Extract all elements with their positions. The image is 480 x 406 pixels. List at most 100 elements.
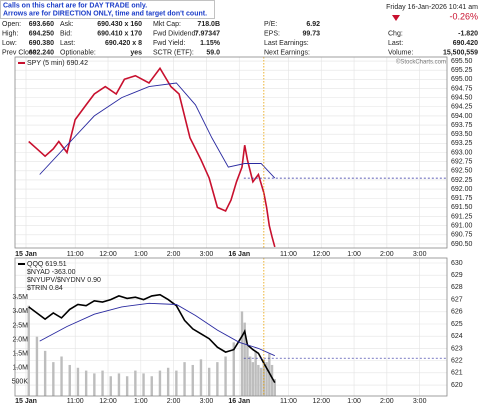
x-tick-label: 12:00	[312, 398, 330, 405]
y-tick-label: 691.75	[451, 195, 473, 202]
y-tick-label: 694.00	[451, 113, 473, 120]
stat-value: 690.420 x 8	[105, 40, 142, 47]
volume-bar	[175, 370, 178, 396]
volume-bar	[68, 364, 71, 396]
x-tick-label: 3:00	[413, 398, 427, 405]
y-tick-label: 630	[451, 260, 463, 267]
annotation: $NYAD -363.00	[27, 269, 76, 276]
price-line	[28, 293, 276, 383]
x-tick-label: 3:00	[200, 251, 214, 258]
notice-line: Calls on this chart are for DAY TRADE on…	[3, 2, 147, 9]
annotation: $TRIN 0.84	[27, 285, 63, 292]
y2-tick-label: 2.5M	[12, 322, 28, 329]
stat-value: 59.0	[206, 49, 220, 56]
stat-value: 690.420	[453, 40, 478, 47]
y-tick-label: 625	[451, 321, 463, 328]
x-tick-label: 2:00	[380, 398, 394, 405]
stat-label: Volume:	[388, 49, 413, 56]
volume-bar	[166, 367, 170, 396]
x-tick-label: 16 Jan	[228, 251, 250, 258]
volume-bar	[117, 373, 121, 396]
volume-bar	[134, 370, 137, 396]
y-tick-label: 691.00	[451, 223, 473, 230]
y2-tick-label: 1.5M	[12, 351, 28, 358]
volume-bar	[150, 376, 153, 396]
x-tick-label: 15 Jan	[15, 398, 37, 405]
y-tick-label: 693.75	[451, 122, 473, 129]
stat-label: SCTR (ETF):	[153, 49, 194, 56]
volume-bar	[43, 350, 47, 396]
copyright: ©StockCharts.com	[396, 59, 446, 66]
x-tick-label: 12:00	[312, 251, 330, 258]
down-arrow	[392, 15, 400, 21]
volume-bar	[35, 336, 39, 396]
volume-bar	[243, 322, 246, 396]
stat-label: Bid:	[60, 30, 72, 37]
moving-average	[39, 302, 275, 357]
y-tick-label: 620	[451, 382, 463, 389]
y-tick-label: 623	[451, 345, 463, 352]
volume-bar	[232, 342, 235, 396]
y-tick-label: 694.75	[451, 85, 473, 92]
x-tick-label: 1:00	[134, 398, 148, 405]
volume-bar	[191, 364, 194, 396]
stat-value: 15,500,559	[443, 49, 478, 56]
y-tick-label: 695.25	[451, 67, 473, 74]
stat-label: Chg:	[388, 30, 403, 37]
volume-bar	[265, 362, 268, 396]
datetime: Friday 16-Jan-2026 10:41 am	[386, 4, 478, 11]
volume-bar	[240, 311, 244, 396]
stat-value: 693.660	[29, 21, 54, 28]
y2-tick-label: 3.0M	[12, 308, 28, 315]
stat-value: 99.73	[302, 30, 320, 37]
volume-bar	[248, 356, 252, 396]
stat-value: 1.15%	[200, 40, 221, 47]
stat-label: Next Earnings:	[264, 49, 310, 56]
stat-label: Optionable:	[60, 49, 96, 56]
stat-value: 718.0B	[197, 21, 220, 28]
x-tick-label: 2:00	[167, 251, 181, 258]
volume-bar	[257, 364, 260, 396]
x-tick-label: 11:00	[67, 398, 84, 405]
stat-label: Ask:	[60, 21, 74, 28]
change-pct: -0.26%	[449, 11, 478, 21]
x-tick-label: 2:00	[380, 251, 394, 258]
x-tick-label: 2:00	[167, 398, 181, 405]
y-tick-label: 694.25	[451, 104, 473, 111]
volume-bar	[60, 356, 63, 396]
x-tick-label: 11:00	[280, 398, 297, 405]
stat-label: Low:	[2, 40, 17, 47]
x-tick-label: 16 Jan	[228, 398, 250, 405]
legend-label: QQQ 619.51	[27, 261, 67, 268]
volume-bar	[259, 367, 263, 396]
volume-bar	[125, 376, 129, 396]
y-tick-label: 692.75	[451, 158, 473, 165]
panel-frame	[14, 56, 448, 249]
volume-bar	[101, 370, 104, 396]
volume-bar	[84, 370, 88, 396]
volume-bar	[262, 359, 266, 396]
stat-label: Fwd Dividend:	[153, 30, 197, 37]
y-tick-label: 628	[451, 284, 463, 291]
y2-tick-label: 3.5M	[12, 294, 28, 301]
y-tick-label: 690.75	[451, 232, 473, 239]
volume-bar	[273, 379, 276, 396]
volume-bar	[224, 356, 227, 396]
volume-bar	[246, 345, 249, 396]
stat-value: 690.430 x 160	[97, 21, 142, 28]
volume-bar	[142, 373, 145, 396]
y-tick-label: 690.50	[451, 241, 473, 248]
y-tick-label: 622	[451, 357, 463, 364]
y2-tick-label: 1.0M	[12, 365, 28, 372]
x-tick-label: 3:00	[413, 251, 427, 258]
notice-box	[0, 0, 215, 19]
y-tick-label: 693.25	[451, 140, 473, 147]
stat-label: Mkt Cap:	[153, 21, 181, 28]
y-tick-label: 694.50	[451, 94, 473, 101]
y2-tick-label: 2.0M	[12, 336, 28, 343]
stat-label: P/E:	[264, 21, 277, 28]
y-tick-label: 621	[451, 370, 463, 377]
y-tick-label: 691.25	[451, 213, 473, 220]
price-line	[28, 66, 276, 248]
